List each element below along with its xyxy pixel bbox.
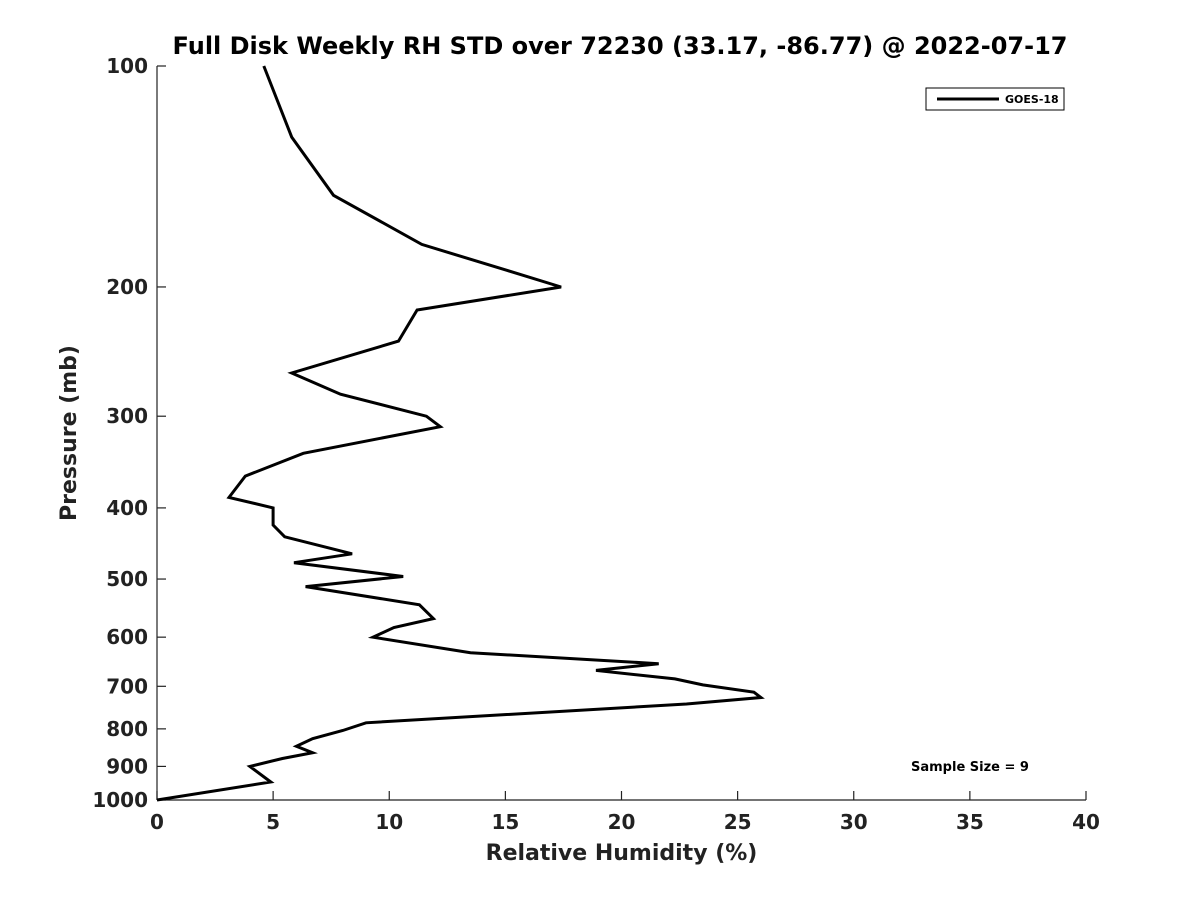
x-tick-label: 30 [840, 810, 868, 834]
y-tick-label: 300 [106, 404, 148, 428]
y-tick-label: 500 [106, 567, 148, 591]
sample-size-annotation: Sample Size = 9 [911, 760, 1029, 775]
x-tick-label: 5 [266, 810, 280, 834]
x-tick-label: 10 [375, 810, 403, 834]
x-tick-label: 35 [956, 810, 984, 834]
y-tick-label: 1000 [92, 788, 148, 812]
series-line-goes-18 [156, 65, 765, 802]
x-tick-label: 0 [150, 810, 164, 834]
y-axis-label: Pressure (mb) [57, 345, 82, 521]
x-tick-label: 25 [724, 810, 752, 834]
legend: GOES-18 [925, 87, 1065, 111]
x-tick-label: 15 [491, 810, 519, 834]
y-axis: 100 200 300 400 500 600 700 800 900 1000 [92, 54, 166, 812]
x-axis-label: Relative Humidity (%) [486, 841, 758, 866]
y-tick-label: 600 [106, 625, 148, 649]
x-axis: 0 5 10 15 20 25 30 35 40 [150, 791, 1100, 834]
y-tick-label: 800 [106, 717, 148, 741]
y-tick-label: 100 [106, 54, 148, 78]
x-tick-label: 20 [608, 810, 636, 834]
y-tick-label: 400 [106, 496, 148, 520]
y-tick-label: 900 [106, 754, 148, 778]
plot-area [156, 66, 1086, 801]
legend-label-goes-18: GOES-18 [1005, 93, 1059, 106]
y-tick-label: 700 [106, 674, 148, 698]
x-tick-label: 40 [1072, 810, 1100, 834]
y-tick-label: 200 [106, 275, 148, 299]
series-layer [156, 65, 765, 802]
chart-title: Full Disk Weekly RH STD over 72230 (33.1… [173, 32, 1068, 60]
